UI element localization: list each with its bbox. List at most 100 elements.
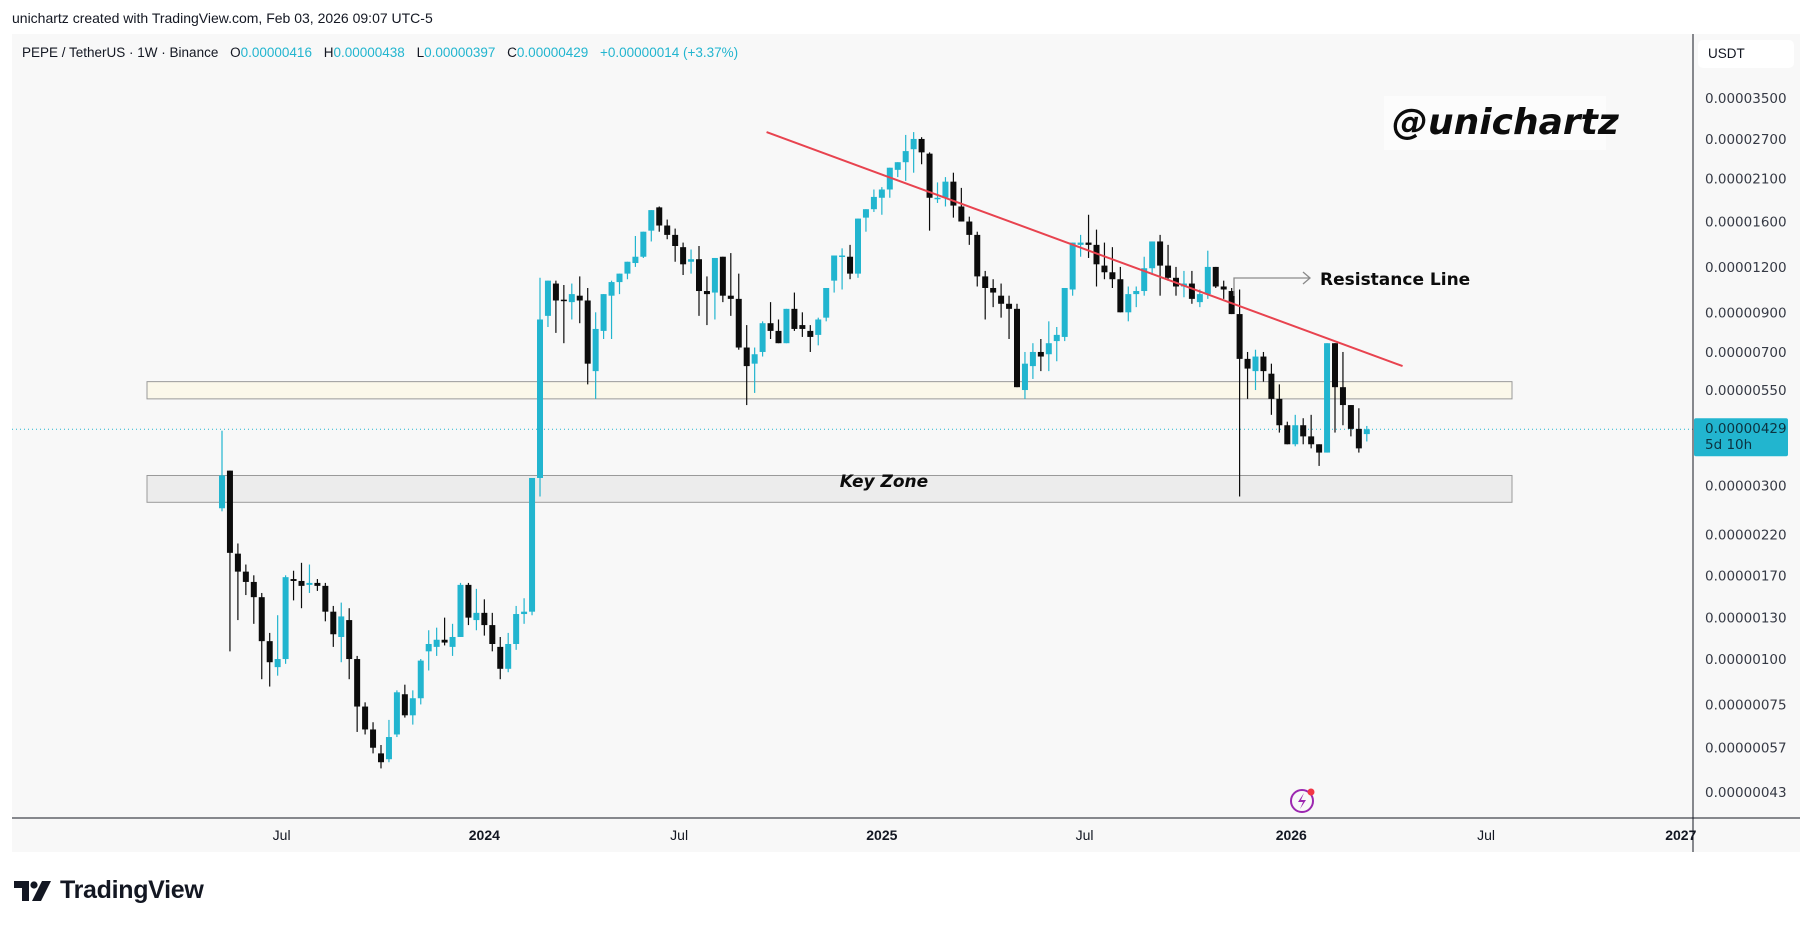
candle-body	[870, 196, 877, 210]
tradingview-logo-icon	[14, 880, 51, 901]
candle-body	[1077, 242, 1084, 245]
y-tick-label: 0.00000075	[1705, 697, 1787, 713]
candle-body	[1355, 428, 1362, 449]
candle-body	[815, 319, 822, 335]
candle	[1220, 280, 1227, 299]
candle	[544, 280, 551, 328]
y-tick-label: 0.00001600	[1705, 215, 1787, 231]
candle-body	[910, 138, 917, 150]
candle	[592, 312, 599, 399]
candle	[378, 744, 384, 769]
candle	[1077, 234, 1084, 257]
candle-body	[942, 181, 949, 198]
candle-body	[934, 197, 941, 200]
candle	[1157, 234, 1164, 296]
candle	[385, 719, 392, 763]
candle-body	[600, 294, 607, 331]
candle	[902, 134, 909, 181]
candle	[234, 543, 241, 621]
close-label: C	[507, 45, 517, 60]
candle	[354, 655, 361, 732]
candle	[250, 575, 257, 624]
candle	[1061, 287, 1068, 342]
candle	[1292, 414, 1299, 447]
candle-body	[1332, 343, 1338, 388]
candle	[862, 209, 869, 232]
candle-body	[656, 207, 663, 226]
candle-body	[767, 323, 774, 331]
candle-body	[330, 611, 337, 635]
candle	[497, 636, 504, 680]
candle	[870, 189, 877, 212]
candle	[680, 242, 687, 276]
candle	[481, 599, 488, 636]
candle-body	[513, 614, 520, 644]
candle	[1332, 343, 1338, 433]
candle-body	[401, 694, 408, 716]
candle	[584, 287, 591, 385]
candle-body	[998, 295, 1005, 304]
candle-body	[878, 189, 885, 198]
x-tick-label: Jul	[670, 827, 688, 843]
candle-body	[862, 209, 869, 218]
candle-body	[799, 325, 806, 329]
candle	[600, 294, 607, 339]
candle	[1212, 266, 1219, 288]
x-tick-label: Jul	[1477, 827, 1495, 843]
candle	[648, 210, 655, 242]
candle-body	[1324, 343, 1331, 453]
candle-body	[322, 585, 329, 612]
candle-body	[823, 287, 830, 318]
candle	[441, 617, 448, 646]
candle	[799, 312, 806, 337]
candle	[409, 690, 416, 725]
candle-body	[1165, 265, 1172, 278]
candle	[505, 632, 512, 673]
candle	[1260, 351, 1267, 382]
candle-body	[378, 753, 384, 763]
candle-body	[703, 291, 710, 295]
candle	[1101, 242, 1108, 280]
candle	[624, 261, 631, 280]
candle-body	[457, 584, 464, 637]
candle-body	[1339, 387, 1346, 406]
candle	[616, 273, 623, 295]
candle-body	[1196, 294, 1203, 303]
candle	[711, 257, 718, 320]
upper-zone	[146, 381, 1513, 400]
x-tick-label: Jul	[273, 827, 291, 843]
y-tick-label: 0.00000900	[1705, 305, 1787, 321]
candle-body	[1220, 286, 1227, 290]
candle-body	[1014, 308, 1020, 388]
candle-body	[226, 470, 233, 553]
candle-body	[473, 612, 480, 621]
candle	[457, 582, 464, 637]
candle-body	[1212, 266, 1219, 287]
candle	[632, 235, 639, 267]
candle	[258, 592, 265, 680]
candle	[1014, 303, 1020, 388]
candle-body	[926, 153, 933, 198]
candle-body	[537, 319, 543, 478]
tradingview-logo[interactable]: TradingView	[14, 876, 204, 905]
candle-body	[258, 597, 265, 642]
candle-body	[791, 308, 798, 329]
open-label: O	[230, 45, 241, 60]
candle	[672, 228, 679, 262]
lightning-icon[interactable]	[1290, 788, 1315, 813]
candle	[831, 255, 838, 293]
candle	[1029, 343, 1036, 379]
candle-body	[298, 580, 305, 586]
currency-button[interactable]: USDT	[1698, 40, 1794, 68]
candle-body	[902, 151, 909, 163]
candle-body	[735, 298, 742, 348]
candle	[314, 579, 321, 591]
candle	[696, 246, 702, 316]
change-value: +0.00000014 (+3.37%)	[600, 45, 739, 60]
candle	[449, 623, 456, 656]
candle	[839, 248, 846, 290]
candle	[751, 347, 758, 393]
candle-body	[894, 162, 901, 170]
candle	[1284, 421, 1291, 445]
